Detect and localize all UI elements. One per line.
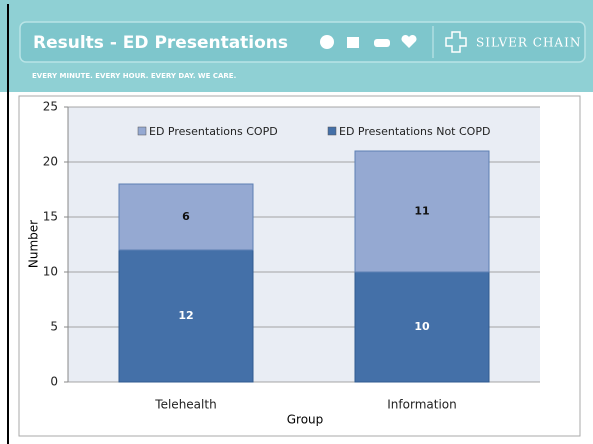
legend-label: ED Presentations COPD: [149, 125, 278, 138]
icon: [374, 39, 390, 47]
y-tick-label: 5: [50, 320, 58, 334]
data-label: 12: [178, 309, 193, 322]
title-bar: [19, 21, 586, 63]
x-axis-label: Group: [287, 413, 324, 427]
logo-text: SILVER CHAIN: [476, 36, 581, 50]
bar-segment: [354, 150, 490, 273]
x-tick-label: Information: [387, 398, 456, 412]
bar-segment: [118, 183, 254, 251]
y-tick-label: 0: [50, 375, 58, 389]
legend-label: ED Presentations Not COPD: [339, 125, 490, 138]
bar-segment: [354, 271, 490, 383]
legend-swatch: [137, 126, 147, 136]
icon: [401, 34, 417, 48]
y-axis-label: Number: [27, 220, 41, 268]
slide-title: Results - ED Presentations: [33, 33, 288, 53]
legend-swatch: [327, 126, 337, 136]
y-tick-label: 10: [43, 265, 58, 279]
bar-segment: [118, 249, 254, 383]
tagline: EVERY MINUTE. EVERY HOUR. EVERY DAY. WE …: [32, 72, 236, 80]
y-tick-label: 20: [43, 155, 58, 169]
y-tick-label: 25: [43, 100, 58, 114]
x-tick-label: Telehealth: [154, 398, 216, 412]
data-label: 6: [182, 210, 190, 223]
logo-icon: [445, 31, 467, 53]
data-label: 10: [414, 320, 430, 333]
icon: [320, 35, 334, 49]
icons: [320, 34, 417, 49]
data-label: 11: [414, 205, 429, 218]
y-tick-label: 15: [43, 210, 58, 224]
icon: [347, 37, 359, 48]
